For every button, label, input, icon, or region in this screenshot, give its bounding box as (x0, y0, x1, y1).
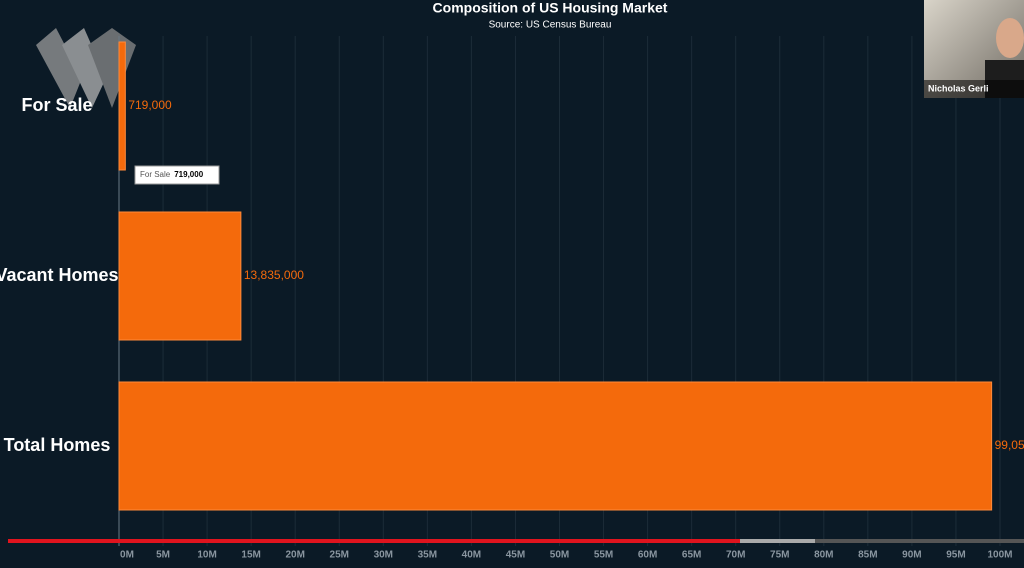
x-tick-label: 0M (120, 550, 134, 561)
x-tick-label: 60M (638, 550, 657, 561)
bar (118, 41, 126, 171)
tooltip: For Sale 719,000 (134, 165, 220, 185)
x-tick-label: 45M (506, 550, 525, 561)
tooltip-value: 719,000 (174, 170, 203, 179)
value-label: 719,000 (128, 98, 172, 112)
x-tick-label: 10M (197, 550, 216, 561)
x-tick-label: 55M (594, 550, 613, 561)
y-tick-label: Vacant Homes (0, 265, 119, 285)
tooltip-category: For Sale (140, 170, 171, 179)
y-tick-label: Total Homes (4, 435, 111, 455)
tooltip-text: For Sale 719,000 (140, 170, 204, 179)
x-tick-label: 25M (330, 550, 349, 561)
bar (118, 381, 993, 511)
x-tick-label: 70M (726, 550, 745, 561)
value-label: 99,050,000 (995, 438, 1024, 452)
video-progress (8, 539, 1024, 543)
tooltip-box (134, 165, 220, 185)
x-tick-label: 20M (285, 550, 304, 561)
x-tick-label: 65M (682, 550, 701, 561)
x-tick-label: 95M (946, 550, 965, 561)
chart-title: Composition of US Housing Market (433, 0, 668, 16)
y-tick-label: For Sale (21, 95, 92, 115)
bar (118, 211, 242, 341)
webcam-name: Nicholas Gerli (928, 83, 989, 93)
x-tick-label: 80M (814, 550, 833, 561)
x-tick-label: 75M (770, 550, 789, 561)
webcam: Nicholas Gerli (924, 0, 1024, 98)
x-tick-label: 15M (241, 550, 260, 561)
x-tick-label: 35M (418, 550, 437, 561)
value-label: 13,835,000 (244, 268, 304, 282)
x-tick-label: 50M (550, 550, 569, 561)
x-tick-label: 40M (462, 550, 481, 561)
x-tick-label: 100M (987, 550, 1012, 561)
chart-subtitle: Source: US Census Bureau (489, 20, 612, 31)
x-tick-label: 30M (374, 550, 393, 561)
x-tick-label: 5M (156, 550, 170, 561)
x-tick-label: 85M (858, 550, 877, 561)
x-tick-label: 90M (902, 550, 921, 561)
